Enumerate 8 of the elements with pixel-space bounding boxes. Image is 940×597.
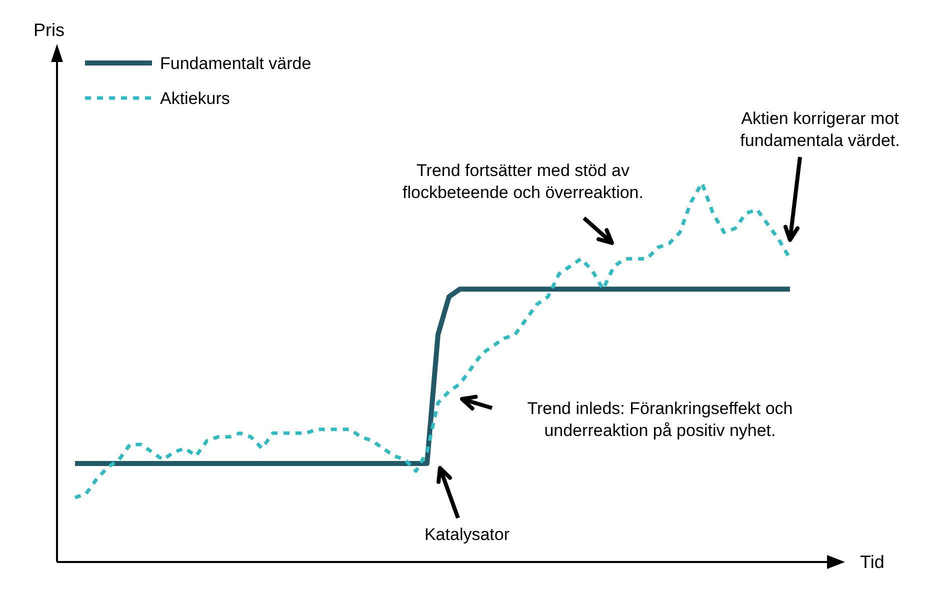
annotation: Trend inleds: Förankringseffekt och underreaktion på positiv nyhet. <box>527 399 793 440</box>
text: Pris <box>34 20 64 40</box>
legend-label: Fundamentalt värde <box>160 54 312 73</box>
annotation: Katalysator <box>424 525 510 544</box>
text: Aktien korrigerar mot fundamentala värdet. <box>740 109 900 150</box>
legend-label: Aktiekurs <box>160 89 230 108</box>
x-axis-title: Tid <box>860 552 884 572</box>
annotation: Trend fortsätter med stöd av flockbeteende och överreaktion. <box>402 161 644 202</box>
